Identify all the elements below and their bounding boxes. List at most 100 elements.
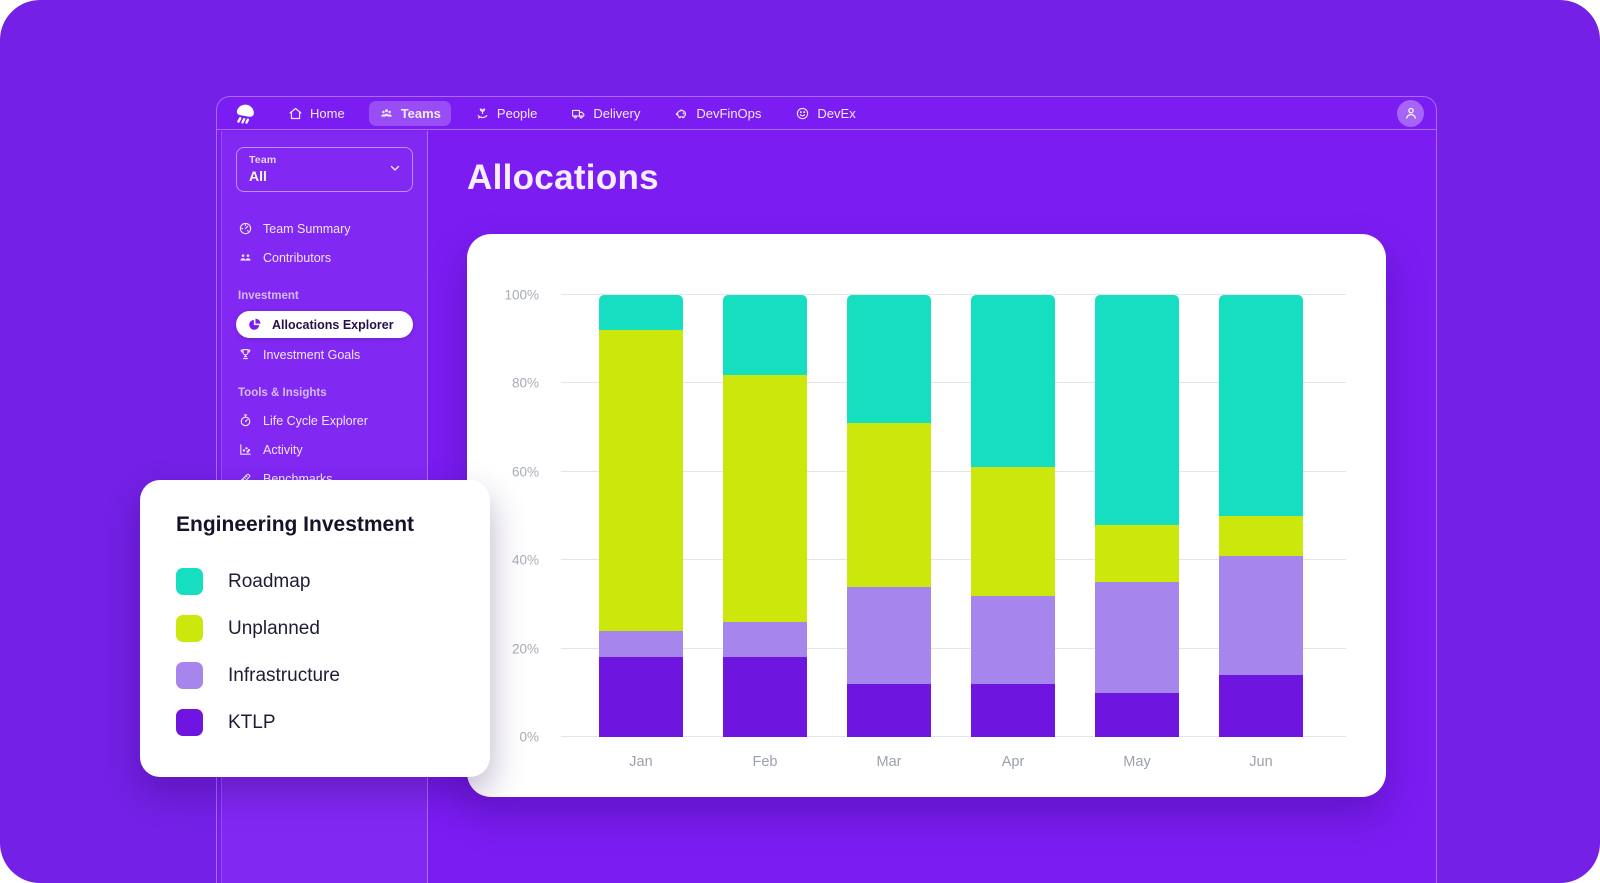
nav-item-label: People (496, 105, 538, 121)
bar-segment-feb-ktlp[interactable] (723, 657, 807, 737)
bar-segment-feb-unplanned[interactable] (723, 374, 807, 623)
nav-item-delivery[interactable]: Delivery (561, 101, 650, 126)
sidebar-item-investment-goals[interactable]: Investment Goals (222, 340, 427, 369)
sidebar-item-allocations-explorer[interactable]: Allocations Explorer (236, 311, 413, 338)
hand-sprout-icon (475, 106, 490, 121)
x-axis-label-apr: Apr (1001, 754, 1025, 770)
nav-item-home[interactable]: Home (278, 101, 355, 126)
stacked-bar-feb (723, 295, 807, 737)
team-selector-value: All (249, 168, 267, 184)
nav-item-label: Delivery (593, 105, 641, 121)
jellyfish-logo[interactable] (230, 100, 260, 126)
bar-segment-mar-unplanned[interactable] (847, 423, 931, 587)
team-selector-label: Team (249, 154, 277, 166)
x-axis-label-jun: Jun (1249, 754, 1273, 770)
bar-column-feb: Feb (723, 295, 807, 770)
bar-segment-jun-roadmap[interactable] (1219, 295, 1303, 517)
sidebar-item-life-cycle-explorer[interactable]: Life Cycle Explorer (222, 406, 427, 435)
legend-item-label: Infrastructure (228, 664, 340, 686)
ktlp-swatch (176, 709, 203, 736)
y-axis-tick-label: 60% (511, 464, 539, 480)
bar-segment-may-unplanned[interactable] (1095, 524, 1179, 583)
trophy-icon (238, 347, 253, 362)
bar-segment-jun-unplanned[interactable] (1219, 516, 1303, 556)
gridline (561, 470, 1346, 472)
pie-chart-icon (247, 317, 262, 332)
bar-segment-mar-ktlp[interactable] (847, 683, 931, 737)
y-axis-tick-label: 40% (511, 552, 539, 568)
chart-plot-area: Jan Feb Mar Apr May Jun (561, 294, 1346, 770)
gridline (561, 382, 1346, 384)
sidebar-item-activity[interactable]: Activity (222, 435, 427, 464)
sidebar-section-tools-insights: Tools & Insights (238, 387, 327, 399)
bar-segment-mar-roadmap[interactable] (847, 295, 931, 424)
y-axis-tick-label: 80% (511, 375, 539, 391)
gridline (561, 294, 1346, 295)
nav-item-label: DevEx (817, 105, 856, 121)
stacked-bar-mar (847, 295, 931, 737)
nav-item-label: Teams (400, 105, 441, 121)
x-axis-label-may: May (1123, 754, 1151, 770)
y-axis-tick-label: 20% (511, 641, 539, 657)
sidebar-item-label: Life Cycle Explorer (263, 413, 368, 428)
bar-column-may: May (1095, 295, 1179, 770)
legend-item-label: KTLP (228, 711, 276, 733)
bar-segment-apr-unplanned[interactable] (971, 467, 1055, 596)
chart-bars: Jan Feb Mar Apr May Jun (561, 295, 1346, 770)
bar-segment-jun-ktlp[interactable] (1219, 675, 1303, 737)
allocations-chart-card: 0% 20% 40% 60% 80% 100% Jan Feb Mar Apr May Jun (467, 234, 1386, 797)
bar-segment-apr-roadmap[interactable] (971, 295, 1055, 468)
team-selector[interactable]: Team All (236, 147, 413, 192)
bar-segment-may-roadmap[interactable] (1095, 295, 1179, 525)
stacked-bar-jan (599, 295, 683, 737)
bar-segment-jan-infrastructure[interactable] (599, 630, 683, 658)
legend-item-infrastructure[interactable]: Infrastructure (176, 652, 454, 699)
stacked-bar-apr (971, 295, 1055, 737)
legend-item-ktlp[interactable]: KTLP (176, 699, 454, 746)
teams-icon (379, 106, 394, 121)
stacked-bar-jun (1219, 295, 1303, 737)
gauge-icon (238, 221, 253, 236)
bar-segment-jan-unplanned[interactable] (599, 330, 683, 631)
sidebar-item-label: Allocations Explorer (272, 317, 394, 332)
nav-item-label: DevFinOps (696, 105, 762, 121)
bar-segment-may-infrastructure[interactable] (1095, 582, 1179, 693)
bar-column-mar: Mar (847, 295, 931, 770)
smiley-icon (795, 106, 810, 121)
bar-segment-apr-infrastructure[interactable] (971, 595, 1055, 684)
engineering-investment-legend-card: Engineering Investment Roadmap Unplanned… (140, 480, 490, 777)
piggy-bank-icon (674, 106, 689, 121)
bar-segment-mar-infrastructure[interactable] (847, 586, 931, 684)
user-avatar[interactable] (1397, 99, 1424, 127)
bar-segment-feb-infrastructure[interactable] (723, 622, 807, 658)
chart-gridlines (561, 294, 1346, 737)
legend-item-unplanned[interactable]: Unplanned (176, 605, 454, 652)
infrastructure-swatch (176, 662, 203, 689)
bar-segment-feb-roadmap[interactable] (723, 295, 807, 375)
truck-icon (571, 106, 586, 121)
legend-item-roadmap[interactable]: Roadmap (176, 558, 454, 605)
legend-item-label: Roadmap (228, 570, 311, 592)
nav-item-people[interactable]: People (465, 101, 547, 126)
bar-segment-jan-roadmap[interactable] (599, 295, 683, 331)
sidebar-item-contributors[interactable]: Contributors (222, 243, 427, 272)
y-axis-tick-label: 0% (519, 729, 539, 745)
bar-segment-may-ktlp[interactable] (1095, 692, 1179, 737)
stopwatch-icon (238, 413, 253, 428)
nav-item-teams[interactable]: Teams (368, 100, 451, 126)
top-navbar: Home Teams (217, 97, 1436, 130)
nav-item-devfinops[interactable]: DevFinOps (664, 101, 771, 126)
x-axis-label-feb: Feb (752, 754, 778, 770)
bar-segment-apr-ktlp[interactable] (971, 683, 1055, 737)
activity-chart-icon (238, 442, 253, 457)
sidebar-item-team-summary[interactable]: Team Summary (222, 214, 427, 243)
x-axis-label-jan: Jan (629, 754, 653, 770)
unplanned-swatch (176, 615, 203, 642)
nav-item-devex[interactable]: DevEx (785, 101, 865, 126)
page-title: Allocations (467, 158, 659, 197)
sidebar-item-label: Activity (263, 442, 303, 457)
bar-segment-jan-ktlp[interactable] (599, 657, 683, 737)
bar-segment-jun-infrastructure[interactable] (1219, 555, 1303, 676)
